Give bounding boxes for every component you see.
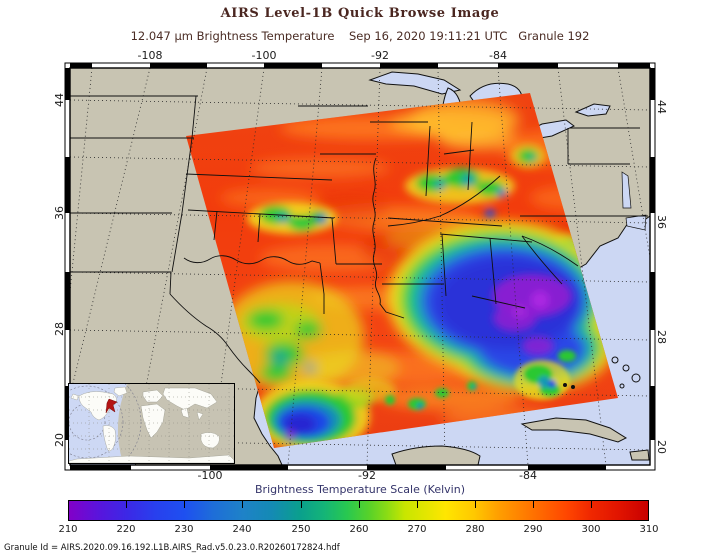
page-title: AIRS Level-1B Quick Browse Image [220, 6, 500, 21]
lon-tick-label: -108 [137, 49, 163, 62]
scattered-cloud-specks [385, 350, 576, 410]
inset-continents [69, 386, 234, 463]
page-subtitle: 12.047 μm Brightness Temperature Sep 16,… [130, 29, 590, 43]
hurricane-cold-cloud [388, 222, 614, 392]
lat-tick-label: 44 [655, 100, 668, 114]
lon-tick-label: -100 [251, 49, 277, 62]
lon-tick-label: -92 [358, 469, 376, 482]
colorbar-tick-label: 210 [58, 524, 78, 535]
lon-tick-label: -100 [197, 469, 223, 482]
colorbar-tick [359, 501, 360, 508]
colorbar-tick [475, 501, 476, 508]
lat-tick-label: 36 [655, 215, 668, 229]
colorbar-tick [417, 501, 418, 508]
satellite-swath [186, 93, 618, 448]
colorbar-tick-label: 230 [174, 524, 194, 535]
colorbar-tick [591, 501, 592, 508]
colorbar-title: Brightness Temperature Scale (Kelvin) [255, 483, 465, 496]
texas-cloud-band [220, 281, 400, 391]
colorbar-tick-label: 310 [639, 524, 659, 535]
inset-world-map [68, 383, 235, 464]
gulf-cold-cloud [254, 378, 396, 448]
colorbar-tick [242, 501, 243, 508]
map-panel [64, 62, 656, 471]
colorbar-tick-label: 240 [232, 524, 252, 535]
colorbar-tick-label: 300 [581, 524, 601, 535]
lon-tick-label: -84 [489, 49, 507, 62]
lon-tick-label: -92 [371, 49, 389, 62]
cold-cloud-cluster [247, 202, 337, 234]
colorbar-tick-label: 220 [116, 524, 136, 535]
lon-tick-label: -84 [519, 469, 537, 482]
red-location-arrow-icon [105, 398, 118, 414]
colorbar-tick [184, 501, 185, 508]
colorbar-tick-label: 260 [349, 524, 369, 535]
state-borders [70, 95, 648, 384]
colorbar [68, 500, 649, 521]
colorbar-tick [533, 501, 534, 508]
granule-id-text: Granule Id = AIRS.2020.09.16.192.L1B.AIR… [4, 543, 340, 553]
colorbar-tick [126, 501, 127, 508]
lat-tick-label: 28 [655, 330, 668, 344]
colorbar-tick-label: 270 [407, 524, 427, 535]
colorbar-tick [301, 501, 302, 508]
colorbar-tick-label: 280 [465, 524, 485, 535]
lat-tick-label: 20 [655, 440, 668, 454]
colorbar-tick-label: 290 [523, 524, 543, 535]
colorbar-tick-label: 250 [291, 524, 311, 535]
map-frame [64, 62, 656, 471]
islands [391, 356, 650, 465]
